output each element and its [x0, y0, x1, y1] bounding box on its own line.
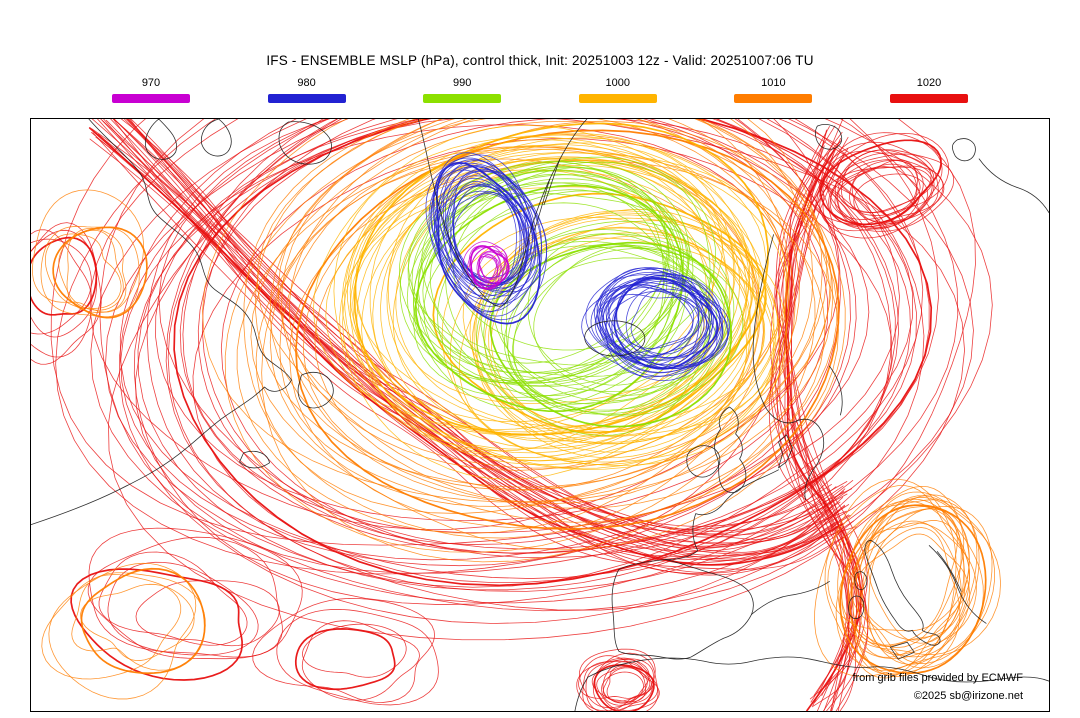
legend-label-980: 980 — [297, 77, 316, 89]
legend-color-bar-990 — [423, 94, 502, 103]
legend-color-bar-970 — [112, 94, 190, 103]
legend-label-1020: 1020 — [916, 77, 942, 89]
attribution-source: from grib files provided by ECMWF — [852, 671, 1023, 684]
legend-item-1000: 1000 — [578, 77, 657, 103]
legend-item-1010: 1010 — [734, 77, 813, 103]
legend-label-1010: 1010 — [761, 77, 786, 89]
legend-color-bar-1010 — [734, 94, 813, 103]
legend-item-990: 990 — [423, 77, 502, 103]
legend-label-970: 970 — [141, 77, 161, 89]
pressure-legend: 970 980 990 1000 1010 1020 — [112, 77, 968, 103]
legend-label-1000: 1000 — [605, 77, 631, 89]
legend-color-bar-1020 — [889, 94, 968, 103]
legend-color-bar-980 — [267, 94, 346, 103]
legend-item-1020: 1020 — [889, 77, 968, 103]
chart-title: IFS - ENSEMBLE MSLP (hPa), control thick… — [266, 53, 814, 68]
attribution: from grib files provided by ECMWF ©2025 … — [852, 669, 1023, 706]
legend-label-990: 990 — [453, 77, 472, 89]
map-area: from grib files provided by ECMWF ©2025 … — [30, 118, 1050, 712]
mslp-ensemble-map — [31, 119, 1049, 711]
legend-color-bar-1000 — [578, 94, 657, 103]
legend-item-970: 970 — [112, 77, 190, 103]
legend-item-980: 980 — [267, 77, 346, 103]
attribution-copyright: ©2025 sb@irizone.net — [913, 690, 1023, 703]
